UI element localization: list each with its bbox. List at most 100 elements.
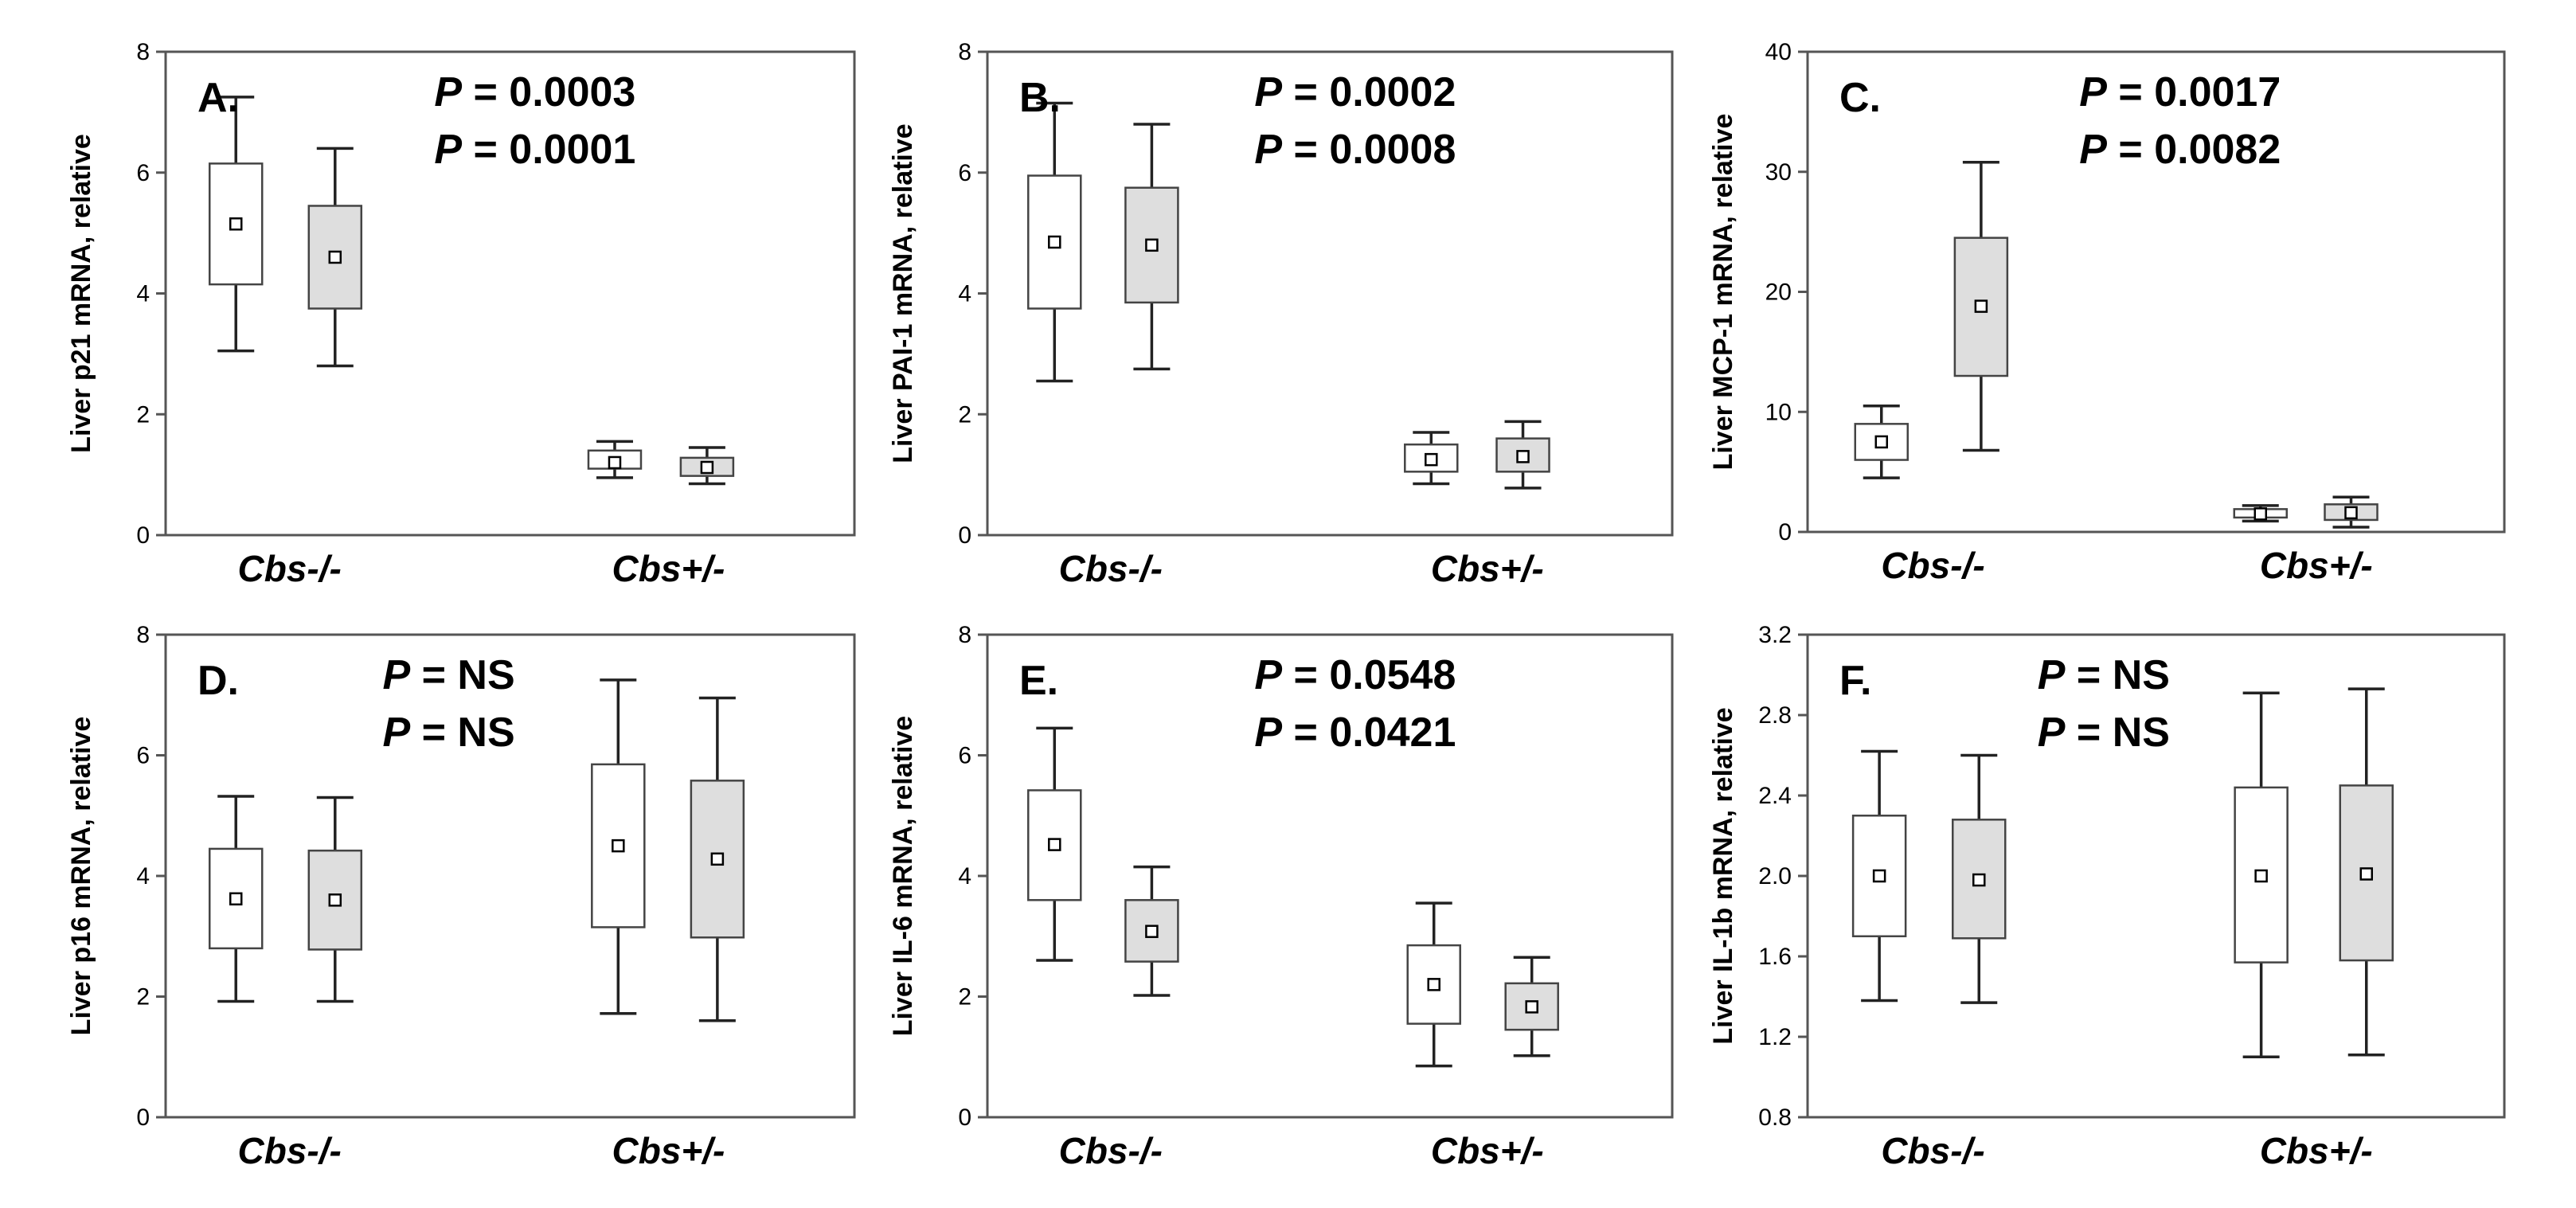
y-tick-label: 10 bbox=[1765, 399, 1792, 425]
x-category-label: Cbs-/- bbox=[1881, 1130, 1984, 1171]
box-treated-cbs-het bbox=[2339, 687, 2394, 1057]
y-tick-label: 30 bbox=[1765, 159, 1792, 186]
panel-label: D. bbox=[197, 658, 239, 704]
x-category-label: Cbs-/- bbox=[1881, 545, 1984, 586]
mean-marker bbox=[2254, 869, 2268, 883]
mean-marker bbox=[1048, 235, 1061, 249]
p-value-1: P = 0.0003 bbox=[434, 69, 635, 115]
y-tick-label: 2 bbox=[958, 401, 971, 428]
y-tick-label: 6 bbox=[136, 160, 150, 186]
mean-marker bbox=[700, 460, 714, 475]
mean-marker bbox=[2344, 506, 2358, 520]
mean-marker bbox=[1427, 978, 1440, 991]
p-value-letter: P bbox=[382, 652, 410, 698]
p-value-text: = 0.0001 bbox=[462, 127, 635, 173]
mean-marker bbox=[1972, 873, 1986, 887]
p-value-text: = 0.0003 bbox=[462, 69, 635, 115]
p-value-2: P = NS bbox=[382, 710, 514, 756]
box-control-cbs-het bbox=[2234, 691, 2289, 1058]
p-value-letter: P bbox=[1254, 710, 1282, 756]
box-control-cbs-het bbox=[591, 678, 646, 1015]
mean-marker bbox=[1872, 869, 1886, 883]
y-tick-label: 4 bbox=[136, 281, 150, 307]
y-axis-label: Liver PAI-1 mRNA, relative bbox=[888, 123, 918, 463]
mean-marker bbox=[608, 455, 622, 470]
p-value-letter: P bbox=[2079, 127, 2107, 173]
p-value-text: = 0.0548 bbox=[1282, 652, 1456, 698]
y-tick-label: 4 bbox=[136, 863, 150, 889]
mean-marker bbox=[1874, 435, 1888, 449]
y-tick-label: 3.2 bbox=[1758, 622, 1792, 648]
plot-frame bbox=[1806, 633, 2506, 1119]
box-treated-cbs-het bbox=[1504, 956, 1559, 1057]
p-value-1: P = NS bbox=[382, 652, 514, 698]
box-treated-cbs-null bbox=[1952, 753, 2007, 1004]
chart-panel-f: 0.8 1.2 1.6 2.0 2.4 2.8 3.2 Liver IL-1b mRNA, r… bbox=[1708, 622, 2506, 1171]
p-value-letter: P bbox=[2079, 69, 2107, 115]
p-value-letter: P bbox=[382, 710, 410, 756]
p-value-text: = 0.0421 bbox=[1282, 710, 1456, 756]
y-axis-label: Liver IL-1b mRNA, relative bbox=[1708, 707, 1738, 1044]
panel-label: F. bbox=[1839, 658, 1871, 704]
y-tick-label: 8 bbox=[136, 39, 150, 65]
y-tick-label: 6 bbox=[958, 743, 971, 769]
plot-frame bbox=[1806, 50, 2506, 534]
x-category-label: Cbs-/- bbox=[238, 1130, 342, 1171]
panel-label: A. bbox=[197, 75, 239, 121]
box-control-cbs-null bbox=[1854, 404, 1909, 479]
x-category-label: Cbs+/- bbox=[612, 548, 725, 589]
p-value-letter: P bbox=[1254, 127, 1282, 173]
p-value-letter: P bbox=[1254, 69, 1282, 115]
box-treated-cbs-null bbox=[307, 796, 363, 1003]
p-value-1: P = NS bbox=[2038, 652, 2170, 698]
mean-marker bbox=[1145, 238, 1159, 252]
y-tick-label: 0 bbox=[136, 522, 150, 549]
y-tick-label: 20 bbox=[1765, 280, 1792, 306]
p-value-text: = 0.0002 bbox=[1282, 69, 1456, 115]
y-tick-label: 2.4 bbox=[1758, 783, 1792, 809]
p-value-letter: P bbox=[434, 127, 462, 173]
y-tick-label: 4 bbox=[958, 863, 971, 889]
box-treated-cbs-het bbox=[690, 696, 745, 1022]
box-treated-cbs-het bbox=[1495, 420, 1550, 490]
y-tick-label: 0 bbox=[958, 1104, 971, 1131]
y-axis-label: Liver p21 mRNA, relative bbox=[66, 134, 96, 453]
iqr-box bbox=[307, 849, 363, 951]
iqr-box bbox=[208, 162, 264, 286]
mean-marker bbox=[229, 892, 243, 906]
p-value-2: P = NS bbox=[2038, 710, 2170, 756]
mean-marker bbox=[229, 217, 243, 231]
y-tick-label: 8 bbox=[958, 622, 971, 648]
box-treated-cbs-null bbox=[1124, 123, 1179, 371]
p-value-2: P = 0.0082 bbox=[2079, 127, 2281, 173]
p-value-letter: P bbox=[2038, 652, 2066, 698]
x-category-label: Cbs-/- bbox=[1059, 1130, 1163, 1171]
p-value-text: = NS bbox=[2065, 710, 2170, 756]
mean-marker bbox=[2254, 507, 2267, 521]
x-category-label: Cbs+/- bbox=[1431, 548, 1544, 589]
mean-marker bbox=[1145, 925, 1159, 938]
plot-frame bbox=[986, 633, 1674, 1119]
y-tick-label: 8 bbox=[136, 622, 150, 648]
box-control-cbs-null bbox=[1851, 749, 1907, 1003]
iqr-box bbox=[1027, 789, 1082, 901]
y-tick-label: 0 bbox=[958, 522, 971, 549]
chart-panel-a: 0 2 4 6 8 Liver p21 mRNA, relative Cbs-/- Cbs+/… bbox=[66, 39, 856, 589]
y-tick-label: 0 bbox=[1778, 519, 1792, 545]
mean-marker bbox=[1048, 838, 1061, 851]
x-category-label: Cbs-/- bbox=[1059, 548, 1163, 589]
box-control-cbs-het bbox=[1406, 901, 1461, 1068]
plot-frame bbox=[164, 50, 856, 537]
x-category-label: Cbs+/- bbox=[2260, 1130, 2373, 1171]
p-value-1: P = 0.0548 bbox=[1254, 652, 1456, 698]
y-tick-label: 0.8 bbox=[1758, 1104, 1792, 1131]
box-control-cbs-null bbox=[208, 795, 264, 1003]
box-treated-cbs-het bbox=[679, 446, 735, 486]
panel-label: E. bbox=[1019, 658, 1058, 704]
panel-label: B. bbox=[1019, 75, 1061, 121]
y-tick-label: 1.2 bbox=[1758, 1024, 1792, 1050]
x-category-label: Cbs+/- bbox=[612, 1130, 725, 1171]
mean-marker bbox=[2359, 867, 2373, 881]
p-value-text: = NS bbox=[2065, 652, 2170, 698]
